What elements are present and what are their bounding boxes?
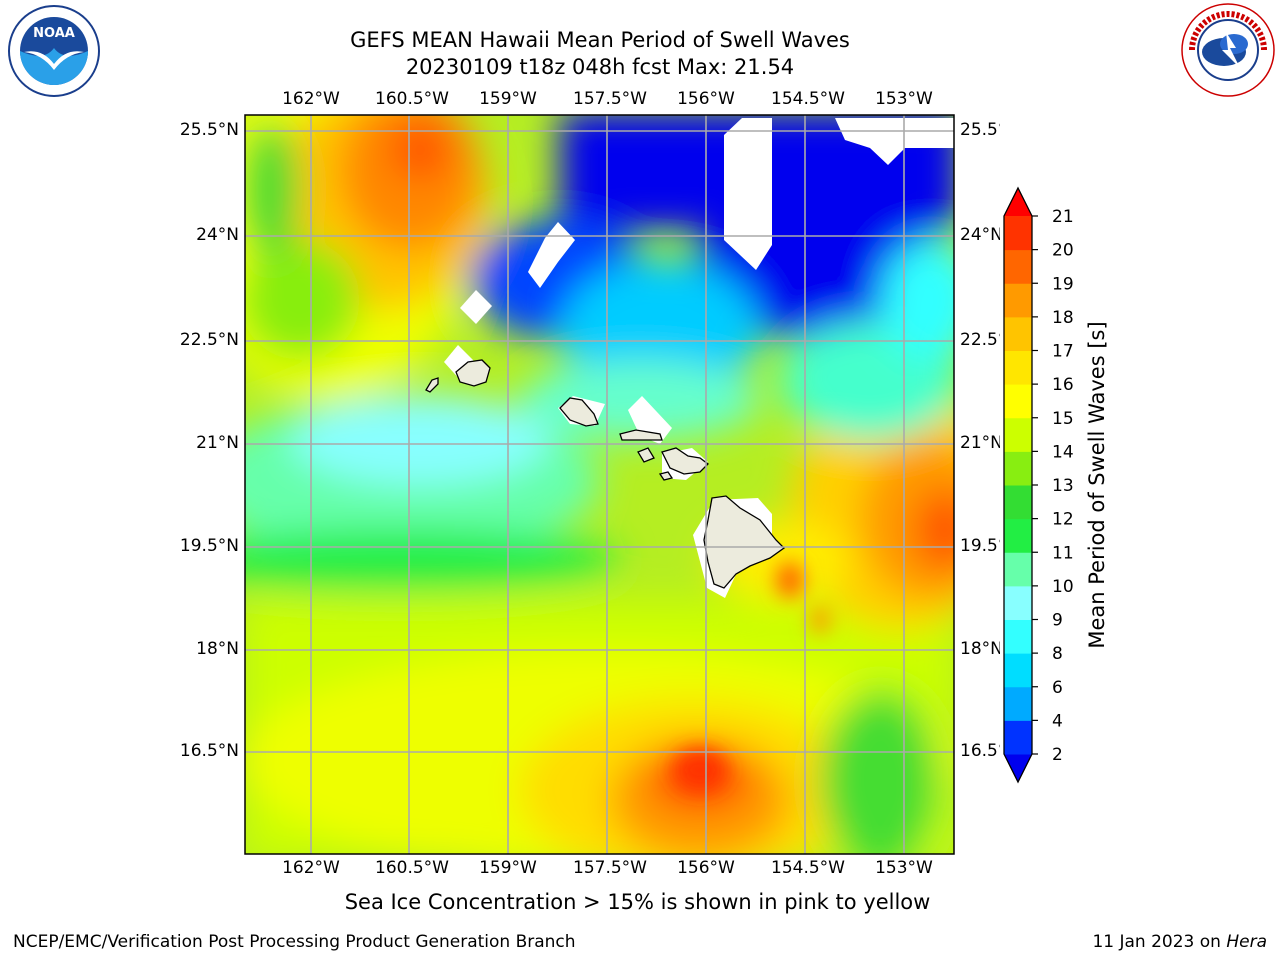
colorbar-segment bbox=[1004, 518, 1032, 553]
field-layer bbox=[245, 115, 954, 854]
lon-tick-label: 157.5°W bbox=[573, 89, 647, 109]
svg-text:NOAA: NOAA bbox=[33, 26, 75, 41]
footer-branch: NCEP/EMC/Verification Post Processing Pr… bbox=[13, 932, 576, 952]
lat-tick-label: 21°N bbox=[960, 433, 1000, 453]
colorbar-over-triangle bbox=[1004, 188, 1032, 216]
lat-tick-label: 19.5°N bbox=[179, 536, 239, 556]
colorbar-segment bbox=[1004, 350, 1032, 385]
footer-host: Hera bbox=[1226, 932, 1267, 952]
lat-tick-label: 16.5°N bbox=[960, 741, 1000, 761]
colorbar-segment bbox=[1004, 384, 1032, 419]
island-lanai bbox=[637, 447, 655, 463]
sea-ice-caption: Sea Ice Concentration > 15% is shown in … bbox=[344, 890, 931, 914]
colorbar-segment bbox=[1004, 249, 1032, 284]
lon-tick-label: 159°W bbox=[479, 858, 537, 878]
colorbar-tick-label: 2 bbox=[1052, 745, 1063, 765]
lon-tick-label: 154.5°W bbox=[771, 89, 845, 109]
colorbar-tick-label: 11 bbox=[1052, 543, 1074, 563]
island-kauai bbox=[455, 359, 491, 387]
lon-tick-label: 156°W bbox=[677, 89, 735, 109]
lat-tick-label: 19.5°N bbox=[960, 536, 1000, 556]
colorbar-segment bbox=[1004, 552, 1032, 587]
chart-subtitle: 20230109 t18z 048h fcst Max: 21.54 bbox=[405, 55, 795, 79]
colorbar-segment bbox=[1004, 216, 1032, 251]
colorbar-tick-label: 10 bbox=[1052, 577, 1074, 597]
colorbar-segment bbox=[1004, 417, 1032, 452]
colorbar-segment bbox=[1004, 451, 1032, 486]
lon-tick-label: 162°W bbox=[282, 89, 340, 109]
colorbar-segment bbox=[1004, 720, 1032, 755]
lon-tick-label: 153°W bbox=[875, 858, 933, 878]
lat-tick-label: 24°N bbox=[960, 225, 1000, 245]
colorbar-tick-label: 12 bbox=[1052, 510, 1074, 530]
colorbar-segment bbox=[1004, 585, 1032, 620]
colorbar-segment bbox=[1004, 283, 1032, 318]
lat-tick-label: 25.5°N bbox=[179, 120, 239, 140]
lon-tick-label: 153°W bbox=[875, 89, 933, 109]
lon-tick-label: 154.5°W bbox=[771, 858, 845, 878]
colorbar-tick-label: 6 bbox=[1052, 678, 1063, 698]
lat-tick-label: 24°N bbox=[196, 225, 239, 245]
lat-tick-label: 18°N bbox=[960, 639, 1000, 659]
lon-tick-label: 162°W bbox=[282, 858, 340, 878]
lon-tick-label: 160.5°W bbox=[375, 858, 449, 878]
lon-tick-label: 160.5°W bbox=[375, 89, 449, 109]
colorbar-tick-label: 21 bbox=[1052, 207, 1074, 227]
colorbar-segment bbox=[1004, 316, 1032, 351]
lon-tick-label: 157.5°W bbox=[573, 858, 647, 878]
colorbar-segment bbox=[1004, 619, 1032, 654]
colorbar-segment bbox=[1004, 686, 1032, 721]
graticule bbox=[245, 115, 954, 854]
colorbar-tick-label: 18 bbox=[1052, 308, 1074, 328]
colorbar-tick-label: 13 bbox=[1052, 476, 1074, 496]
colorbar-label: Mean Period of Swell Waves [s] bbox=[1085, 321, 1109, 649]
colorbar-segment bbox=[1004, 485, 1032, 520]
island-oahu bbox=[559, 397, 599, 427]
colorbar-under-triangle bbox=[1004, 754, 1032, 782]
colorbar-tick-label: 14 bbox=[1052, 442, 1074, 462]
colorbar-tick-label: 16 bbox=[1052, 375, 1074, 395]
island-molokai bbox=[619, 429, 663, 441]
lon-tick-label: 159°W bbox=[479, 89, 537, 109]
lat-tick-label: 21°N bbox=[196, 433, 239, 453]
island-niihau bbox=[425, 377, 439, 393]
colorbar-tick-label: 20 bbox=[1052, 241, 1074, 261]
island-kahoolawe bbox=[658, 471, 674, 481]
lat-tick-label: 22.5°N bbox=[960, 330, 1000, 350]
footer-date-text: 11 Jan 2023 on bbox=[1092, 932, 1221, 952]
hawaiian-islands bbox=[425, 359, 786, 589]
map-frame bbox=[244, 114, 955, 855]
colorbar-tick-label: 15 bbox=[1052, 409, 1074, 429]
colorbar-tick-label: 19 bbox=[1052, 274, 1074, 294]
colorbar: 2 4 6 8 9 10 11 12 13 14 15 16 17 18 19 20 21 bbox=[1003, 186, 1074, 784]
chart-title: GEFS MEAN Hawaii Mean Period of Swell Wa… bbox=[350, 28, 850, 52]
colorbar-tick-label: 4 bbox=[1052, 711, 1063, 731]
lat-tick-label: 22.5°N bbox=[179, 330, 239, 350]
footer-date: 11 Jan 2023 on Hera bbox=[1092, 932, 1267, 952]
noaa-logo: NOAA bbox=[4, 4, 104, 98]
nws-logo bbox=[1178, 2, 1278, 98]
lat-tick-label: 16.5°N bbox=[179, 741, 239, 761]
lat-tick-label: 25.5°N bbox=[960, 120, 1000, 140]
island-maui bbox=[661, 447, 709, 475]
colorbar-tick-label: 17 bbox=[1052, 342, 1074, 362]
colorbar-tick-label: 8 bbox=[1052, 644, 1063, 664]
lon-tick-label: 156°W bbox=[677, 858, 735, 878]
lat-tick-label: 18°N bbox=[196, 639, 239, 659]
colorbar-segment bbox=[1004, 653, 1032, 688]
colorbar-tick-label: 9 bbox=[1052, 611, 1063, 631]
